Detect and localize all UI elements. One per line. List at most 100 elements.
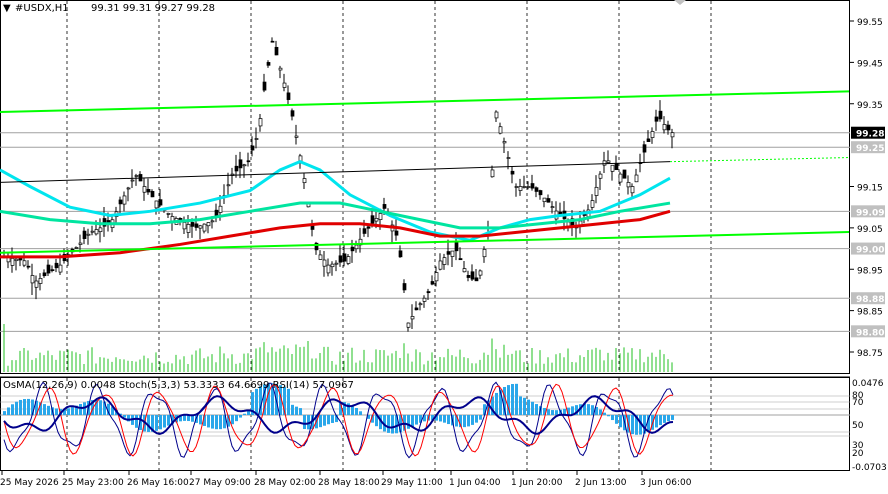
- candle-body: [47, 265, 50, 273]
- candle-body: [491, 170, 494, 177]
- candle-body: [527, 187, 530, 188]
- candle-body: [631, 187, 634, 193]
- osma-bar: [531, 402, 534, 415]
- osma-bar: [211, 415, 214, 429]
- candle-body: [43, 273, 46, 276]
- candle-body: [455, 243, 458, 251]
- candle-body: [187, 224, 190, 232]
- candle-body: [239, 160, 242, 168]
- osma-bar: [331, 415, 334, 423]
- osma-bar: [535, 404, 538, 415]
- candle-body: [243, 165, 246, 166]
- candle-body: [467, 275, 470, 277]
- candle-body: [515, 187, 518, 188]
- price-highlight-label: 98.88: [856, 295, 884, 305]
- osma-bar: [515, 384, 518, 415]
- osma-bar: [603, 413, 606, 415]
- candle-body: [83, 231, 86, 239]
- candle-body: [319, 255, 322, 260]
- candle-body: [31, 275, 34, 282]
- candle-body: [183, 222, 186, 228]
- osma-bar: [215, 415, 218, 429]
- candle-body: [39, 278, 42, 283]
- time-label: 25 May 2026: [0, 478, 59, 488]
- candle-body: [443, 258, 446, 265]
- candle-body: [479, 271, 482, 275]
- candle-body: [343, 254, 346, 261]
- candle-body: [275, 47, 278, 55]
- osma-bar: [155, 415, 158, 431]
- candle-body: [191, 222, 194, 226]
- price-tick-label: 98.95: [857, 266, 883, 276]
- candle-body: [143, 187, 146, 193]
- candle-body: [259, 119, 262, 126]
- price-highlight-label: 99.00: [856, 246, 884, 256]
- candle-body: [55, 263, 58, 268]
- osma-bar: [667, 415, 670, 421]
- candle-body: [627, 182, 630, 187]
- osma-bar: [391, 415, 394, 434]
- time-label: 1 Jun 04:00: [449, 478, 501, 488]
- price-tick-label: 99.15: [857, 184, 883, 194]
- candle-body: [439, 261, 442, 269]
- candle-body: [659, 111, 662, 119]
- candle-body: [207, 222, 210, 225]
- osma-bar: [411, 415, 414, 427]
- candle-body: [351, 247, 354, 251]
- candle-body: [483, 249, 486, 256]
- symbol-arrow-icon[interactable]: ▼: [3, 3, 11, 14]
- osma-bar: [443, 415, 446, 423]
- candle-body: [15, 259, 18, 260]
- osma-bar: [55, 408, 58, 415]
- osma-bar: [207, 415, 210, 427]
- candle-body: [155, 201, 158, 208]
- price-highlight-label: 98.80: [856, 328, 884, 338]
- candle-body: [291, 111, 294, 116]
- candle-body: [423, 298, 426, 301]
- candle-body: [607, 161, 610, 163]
- osma-bar: [631, 415, 634, 434]
- candle-body: [219, 206, 222, 212]
- osma-bar: [67, 408, 70, 415]
- candle-body: [539, 191, 542, 195]
- osma-bar: [387, 415, 390, 433]
- candle-body: [27, 266, 30, 267]
- osma-bar: [463, 415, 466, 427]
- price-highlight-label: 99.28: [856, 130, 884, 140]
- candle-body: [547, 199, 550, 203]
- price-tick-label: 99.35: [857, 101, 883, 111]
- candle-body: [415, 308, 418, 310]
- candle-body: [23, 261, 26, 265]
- osma-bar: [299, 408, 302, 415]
- candle-body: [59, 265, 62, 272]
- time-label: 28 May 18:00: [318, 478, 380, 488]
- candle-body: [227, 185, 230, 186]
- osma-bar: [607, 415, 610, 416]
- osma-bar: [523, 398, 526, 415]
- candle-body: [255, 139, 258, 140]
- osma-bar: [167, 415, 170, 426]
- time-label: 26 May 16:00: [127, 478, 189, 488]
- osma-bar: [219, 415, 222, 429]
- osma-bar: [519, 396, 522, 415]
- candle-body: [383, 204, 386, 208]
- candle-body: [323, 260, 326, 266]
- candle-body: [407, 323, 410, 327]
- candle-body: [147, 189, 150, 192]
- candle-body: [131, 180, 134, 181]
- osma-bar: [23, 399, 26, 415]
- osma-bar: [243, 414, 246, 415]
- osma-bar: [619, 415, 622, 427]
- time-label: 25 May 23:00: [62, 478, 124, 488]
- candle-body: [595, 187, 598, 195]
- osma-bar: [255, 389, 258, 415]
- osma-bar: [11, 404, 14, 415]
- osma-bar: [671, 415, 674, 420]
- candle-body: [475, 278, 478, 281]
- osma-bar: [15, 402, 18, 415]
- candle-body: [551, 207, 554, 208]
- osma-bar: [659, 415, 662, 425]
- candle-body: [667, 125, 670, 130]
- candle-body: [355, 245, 358, 249]
